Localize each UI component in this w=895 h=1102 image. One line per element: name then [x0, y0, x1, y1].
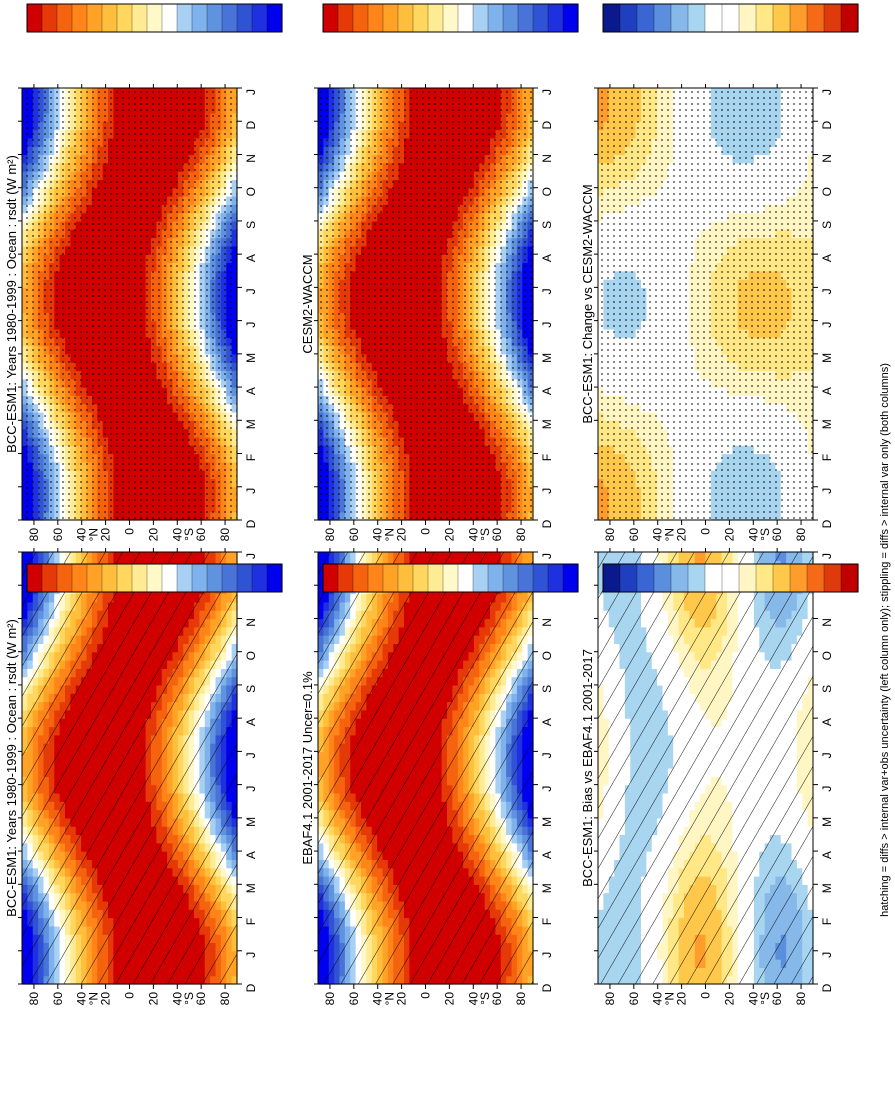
hatching-overlay [318, 552, 533, 984]
hemisphere-label: °N [87, 992, 101, 1005]
y-tick-label: 40 [466, 992, 480, 1006]
x-tick-label: F [244, 918, 258, 925]
colorbar-swatch [191, 563, 208, 593]
colorbar-swatch [41, 563, 58, 593]
y-tick-label: 20 [99, 992, 113, 1006]
hemisphere-label: °N [383, 992, 397, 1005]
colorbar-swatch [442, 563, 459, 593]
colorbar-swatch [116, 563, 133, 593]
hemisphere-label: °S [182, 992, 196, 1005]
x-tick-label: M [244, 883, 258, 893]
y-tick-label: 80 [514, 992, 528, 1006]
y-tick-label: 40 [75, 992, 89, 1006]
colorbar-swatch [56, 563, 73, 593]
x-tick-label: M [540, 883, 554, 893]
colorbar-swatch [472, 563, 489, 593]
colorbar-swatch [562, 563, 579, 593]
y-tick-label: 0 [123, 992, 137, 999]
x-tick-label: J [244, 553, 258, 559]
colorbar-swatch [221, 563, 238, 593]
x-tick-label: J [540, 786, 554, 792]
x-tick-label: A [540, 718, 554, 726]
x-tick-label: M [540, 817, 554, 827]
x-tick-label: A [244, 851, 258, 859]
colorbar-swatch [26, 563, 43, 593]
x-tick-label: N [244, 618, 258, 627]
x-tick-label: J [244, 786, 258, 792]
colorbar-swatch [206, 563, 223, 593]
x-tick-label: S [244, 685, 258, 693]
x-tick-label: J [540, 752, 554, 758]
y-tick-label: 40 [170, 992, 184, 1006]
x-tick-label: S [540, 685, 554, 693]
x-tick-label: F [540, 918, 554, 925]
x-tick-label: J [244, 952, 258, 958]
y-tick-label: 0 [419, 992, 433, 999]
colorbar-swatch [367, 563, 384, 593]
y-tick-label: 80 [27, 992, 41, 1006]
x-tick-label: O [244, 651, 258, 660]
x-tick-label: D [244, 983, 258, 992]
x-tick-label: D [540, 983, 554, 992]
y-tick-label: 60 [51, 992, 65, 1006]
y-tick-label: 80 [323, 992, 337, 1006]
colorbar-swatch [71, 563, 88, 593]
colorbar-swatch [412, 563, 429, 593]
y-tick-label: 20 [395, 992, 409, 1006]
colorbar-swatch [131, 563, 148, 593]
panel-left-bottom: D J F M A M J J A S O N D J 80 60 40 20 0 20 40 60 80 °N °S BCC-E… [0, 548, 859, 1005]
x-tick-label: O [540, 651, 554, 660]
panel-left-top: DJFMAMJJASONDJ80604020020406080°N°SBCC-E… [0, 548, 283, 1006]
hatching-overlay [22, 552, 237, 984]
y-tick-label: 40 [371, 992, 385, 1006]
colorbar-swatch [502, 563, 519, 593]
x-tick-label: J [244, 752, 258, 758]
colorbar-swatch [101, 563, 118, 593]
x-tick-label: J [540, 553, 554, 559]
colorbar-swatch [487, 563, 504, 593]
colorbar-swatch [266, 563, 283, 593]
y-tick-label: 20 [146, 992, 160, 1006]
panel-title: BCC-ESM1: Years 1980-1999 : Ocean : rsdt… [4, 619, 19, 917]
colorbar-swatch [146, 563, 163, 593]
x-tick-label: J [540, 952, 554, 958]
colorbar-swatch [251, 563, 268, 593]
y-tick-label: 80 [218, 992, 232, 1006]
x-tick-label: N [540, 618, 554, 627]
colorbar-swatch [547, 563, 564, 593]
y-tick-label: 20 [442, 992, 456, 1006]
colorbar-swatch [427, 563, 444, 593]
colorbar-swatch [161, 563, 178, 593]
colorbar-swatch [352, 563, 369, 593]
colorbar-frame [26, 563, 283, 593]
colorbar-swatch [517, 563, 534, 593]
y-tick-label: 60 [194, 992, 208, 1006]
x-tick-label: A [540, 851, 554, 859]
colorbar-swatch [397, 563, 414, 593]
colorbar-swatch [236, 563, 253, 593]
colorbar-swatch [532, 563, 549, 593]
colorbar-swatch [86, 563, 103, 593]
colorbar-swatch [382, 563, 399, 593]
colorbar-swatch [322, 563, 339, 593]
x-tick-label: A [244, 718, 258, 726]
colorbar-frame [322, 563, 579, 593]
colorbar-swatch [457, 563, 474, 593]
panels-group: D J F M A M J J A S O N D J 80 60 40 20 0 20 40 60 80 °N °S BCC-E… [0, 3, 859, 1006]
y-tick-label: 60 [347, 992, 361, 1006]
colorbar-swatch [176, 563, 193, 593]
x-tick-label: M [244, 817, 258, 827]
colorbar-swatch [337, 563, 354, 593]
y-tick-label: 60 [490, 992, 504, 1006]
panel-left-middle: D J F M A M J J A S O N D J 80 60 40 20 0 20 40 60 80 °N °S EBAF4… [0, 548, 579, 1006]
hemisphere-label: °S [478, 992, 492, 1005]
panel-title: EBAF4.1 2001-2017 Uncer=0.1% [300, 671, 315, 865]
